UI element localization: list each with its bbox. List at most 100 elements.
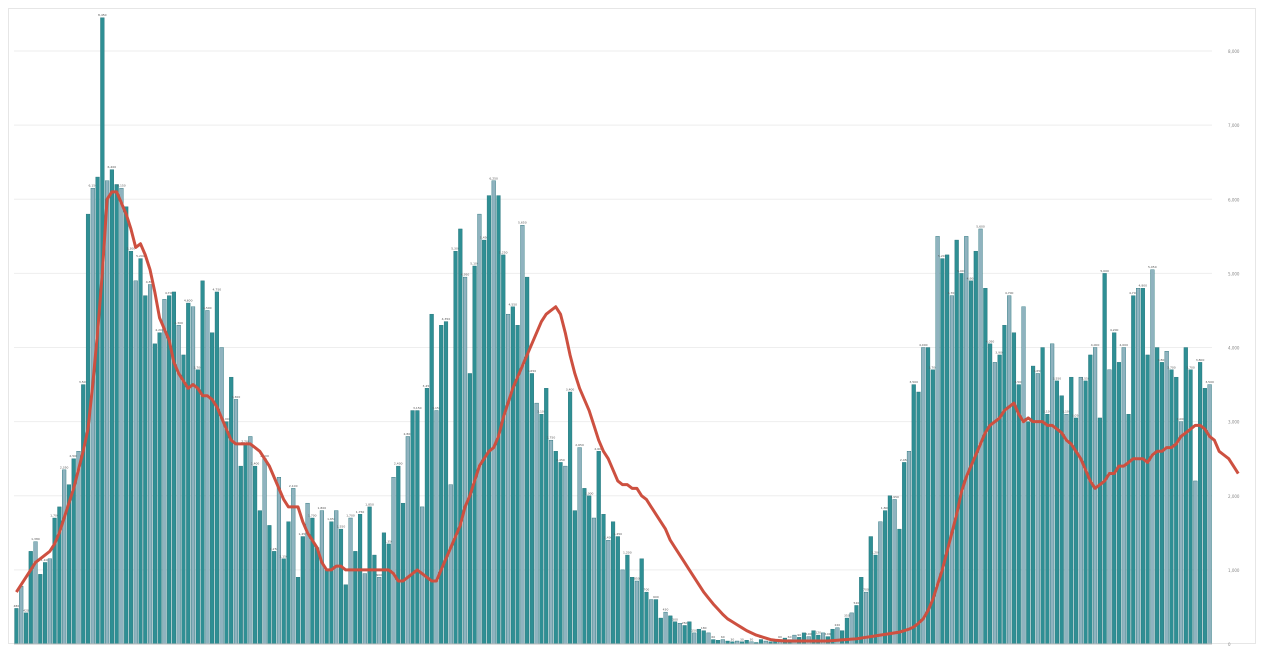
bar	[525, 276, 530, 645]
bar	[1026, 421, 1031, 645]
y-tick-label: 8,000	[1228, 49, 1240, 54]
bar-data-label: 220	[834, 623, 840, 627]
bar	[1207, 384, 1212, 645]
bar	[453, 250, 458, 645]
bar-data-label: 3,150	[432, 406, 441, 410]
bar	[1093, 347, 1098, 645]
bar-data-label: 4,000	[1119, 343, 1128, 347]
bar	[43, 562, 48, 645]
bar	[386, 543, 391, 645]
bar	[878, 521, 883, 645]
bar-data-label: 1,450	[613, 532, 622, 536]
bar	[415, 410, 420, 645]
bar	[1050, 343, 1055, 645]
bar	[978, 228, 983, 645]
bar-data-label: 5,300	[451, 247, 460, 251]
bar-data-label: 3,900	[995, 350, 1004, 354]
bar-data-label: 5,650	[518, 221, 527, 225]
bar	[496, 195, 501, 645]
bar-data-label: 2,600	[594, 447, 603, 451]
bar	[1121, 347, 1126, 645]
bar	[439, 325, 444, 645]
bar	[758, 639, 764, 645]
y-tick-label: 2,000	[1228, 494, 1240, 499]
bar-data-label: 520	[854, 601, 860, 605]
bar	[940, 258, 945, 645]
bar-data-label: 5,450	[480, 236, 489, 240]
bar	[720, 639, 725, 645]
bar	[711, 639, 716, 645]
bar-data-label: 60	[711, 635, 715, 639]
bar-data-label: 3,500	[909, 380, 918, 384]
bar	[229, 376, 234, 645]
bar-data-label: 2,700	[241, 439, 250, 443]
bar	[362, 573, 367, 645]
bar	[109, 169, 114, 645]
bar	[634, 580, 639, 645]
bar	[281, 558, 286, 645]
bar	[1102, 273, 1107, 645]
bar	[510, 306, 515, 645]
bar-data-label: 2,750	[547, 436, 556, 440]
bar	[429, 313, 434, 645]
bar-data-label: 4,750	[213, 287, 222, 291]
bar-data-label: 3,800	[1196, 358, 1205, 362]
bar	[568, 391, 573, 645]
bar	[692, 632, 697, 645]
y-tick-label: 1,000	[1228, 568, 1240, 573]
bar-data-label: 120	[815, 631, 821, 635]
bar-data-label: 4,200	[1110, 328, 1119, 332]
bar	[887, 495, 892, 645]
bar-data-label: 3,700	[928, 365, 937, 369]
bar-data-label: 3,700	[193, 365, 202, 369]
bar	[945, 254, 950, 645]
bar-data-label: 6,400	[108, 165, 117, 169]
bar-data-label: 3,100	[1062, 410, 1071, 414]
bar	[238, 465, 243, 645]
bar	[353, 551, 358, 645]
bar	[620, 569, 625, 645]
bar-data-label: 60	[721, 635, 725, 639]
bar	[272, 551, 277, 645]
bar-data-label: 4,600	[184, 299, 193, 303]
bar	[1097, 417, 1102, 645]
bar	[152, 343, 157, 645]
bar-data-label: 3,550	[1081, 376, 1090, 380]
bar-data-label: 900	[376, 573, 382, 577]
bar	[286, 521, 291, 645]
bar	[577, 447, 582, 645]
bar	[114, 184, 119, 645]
bar	[305, 502, 310, 645]
y-tick-label: 5,000	[1228, 271, 1240, 276]
bar	[410, 410, 415, 645]
bar-data-label: 3,100	[537, 410, 546, 414]
bar	[1183, 347, 1188, 645]
bar-data-label: 2,800	[403, 432, 412, 436]
bar	[1136, 288, 1141, 645]
bar-data-label: 5,200	[938, 254, 947, 258]
bar-data-label: 1,650	[327, 517, 336, 521]
bar-data-label: 3,000	[1177, 417, 1186, 421]
y-tick-label: 7,000	[1228, 123, 1240, 128]
bar-data-label: 5,100	[470, 262, 479, 266]
bar	[840, 630, 845, 645]
bar	[463, 276, 468, 645]
bar-data-label: 1,380	[31, 537, 40, 541]
bar	[1083, 380, 1088, 645]
bar	[38, 574, 43, 645]
bar-data-label: 5,000	[1100, 269, 1109, 273]
bar	[162, 299, 167, 645]
bar-data-label: 5,250	[499, 250, 508, 254]
bar-data-label: 700	[863, 588, 869, 592]
bar	[1007, 295, 1012, 645]
bar-data-label: 2,100	[289, 484, 298, 488]
bar	[52, 517, 57, 645]
bar	[186, 302, 191, 645]
y-tick-label: 0	[1228, 642, 1231, 647]
bar	[300, 536, 305, 645]
bar	[897, 528, 902, 645]
bar-data-label: 4,500	[203, 306, 212, 310]
bar-data-label: 180	[701, 626, 707, 630]
y-tick-label: 6,000	[1228, 197, 1240, 202]
